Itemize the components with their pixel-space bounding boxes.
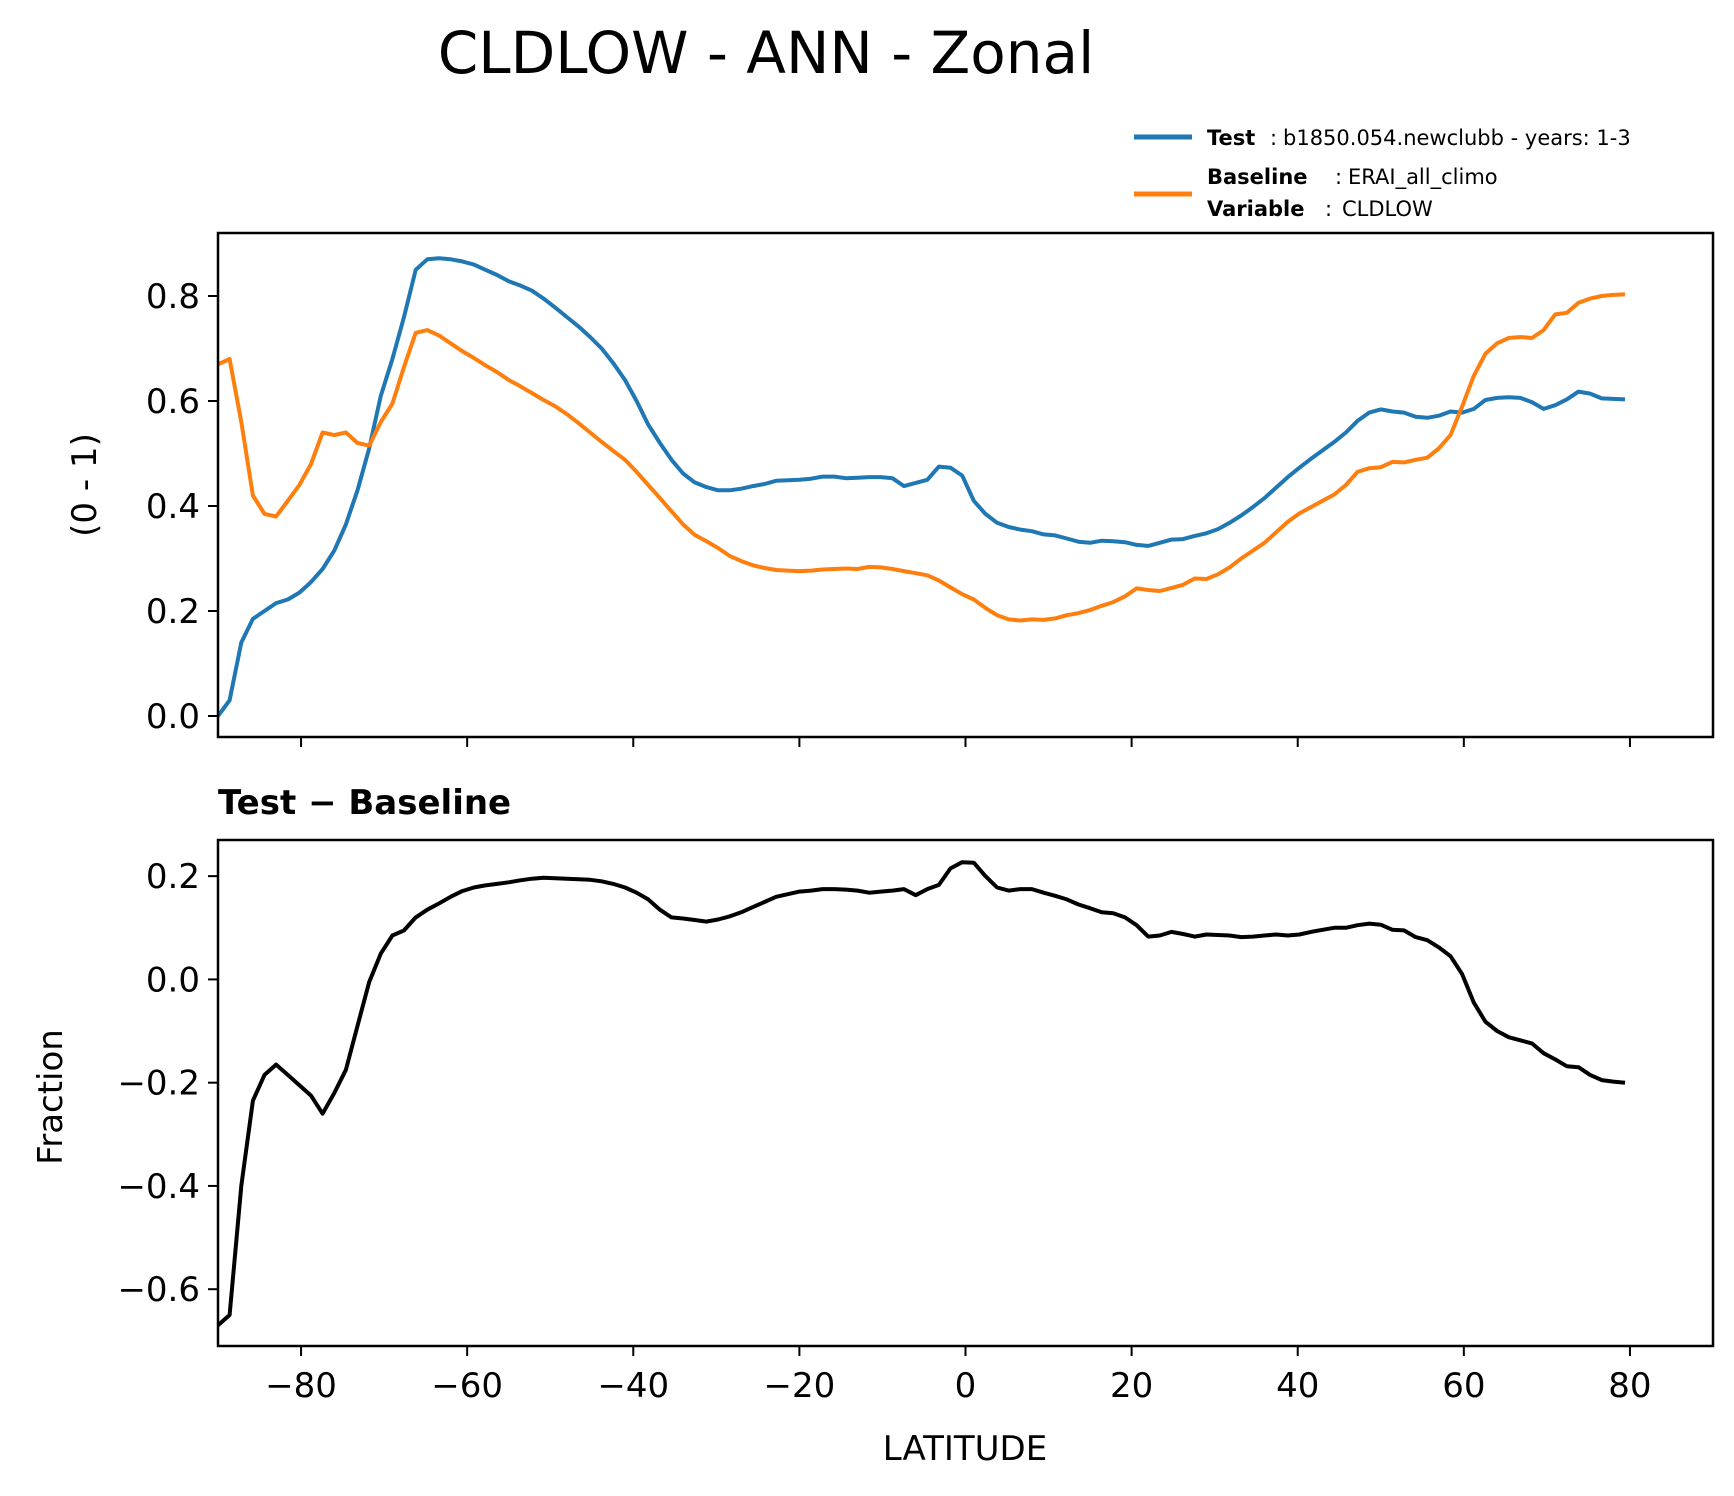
- difference-ytick-label: −0.4: [117, 1167, 200, 1207]
- difference-panel: −0.6−0.4−0.20.00.2−80 −60 −40 −20 0 20 40 60 80 …: [31, 838, 1715, 1469]
- difference-series: [216, 860, 1626, 1327]
- zonal-mean-ytick-label: 0.2: [146, 592, 200, 632]
- difference-ytick-label: 0.0: [146, 960, 200, 1000]
- chart-title: CLDLOW - ANN - Zonal: [438, 19, 1094, 87]
- zonal-mean-ylabel: (0 - 1): [65, 433, 105, 537]
- legend-variable-value: CLDLOW: [1342, 197, 1433, 221]
- difference-frame: [216, 838, 1715, 1348]
- difference-xlabel: LATITUDE: [883, 1429, 1047, 1469]
- difference-axes: −0.6 −0.4 −0.2 0.0 0.2 −80 −60 −40 −20 0 20 40 60 80: [117, 857, 1651, 1406]
- legend-variable-label: Variable: [1207, 197, 1304, 221]
- difference-ytick-label: −0.2: [117, 1064, 200, 1104]
- zonal-mean-ytick-label: 0.4: [146, 487, 200, 527]
- zonal-mean-ytick-label: 0.0: [146, 697, 200, 737]
- zonal-mean-line-test: [216, 256, 1626, 718]
- zonal-mean-ytick-label: 0.6: [146, 382, 200, 422]
- difference-xtick-label: −20: [764, 1366, 836, 1406]
- difference-xtick-label: 0: [955, 1366, 977, 1406]
- difference-xtick-label: −60: [431, 1366, 503, 1406]
- zonal-mean-series: [216, 256, 1626, 718]
- difference-xtick-label: 60: [1442, 1366, 1485, 1406]
- legend-variable-colon: :: [1325, 197, 1332, 221]
- difference-subtitle: Test − Baseline: [218, 783, 511, 823]
- zonal-mean-ytick-label: 0.8: [146, 277, 200, 317]
- difference-xtick-label: 80: [1608, 1366, 1651, 1406]
- zonal-mean-axes: 0.0 0.2 0.4 0.6 0.8: [146, 277, 1631, 747]
- difference-ytick-label: 0.2: [146, 857, 200, 897]
- difference-ylabel: Fraction: [31, 1029, 71, 1165]
- legend-baseline-colon: :: [1335, 165, 1342, 189]
- difference-xtick-label: 40: [1276, 1366, 1319, 1406]
- difference-ytick-label: −0.6: [117, 1270, 200, 1310]
- difference-line-test-baseline: [216, 860, 1626, 1327]
- zonal-mean-line-baseline: [217, 292, 1626, 623]
- difference-xtick-label: 20: [1110, 1366, 1153, 1406]
- legend-baseline-label: Baseline: [1207, 165, 1308, 189]
- legend-baseline-value: ERAI_all_climo: [1348, 165, 1498, 190]
- zonal-mean-panel: 0.0 0.2 0.4 0.6 0.8 (0 - 1): [65, 231, 1715, 747]
- legend-test-colon: :: [1270, 126, 1277, 150]
- difference-xtick-label: −80: [265, 1366, 337, 1406]
- difference-xtick-label: −40: [597, 1366, 669, 1406]
- zonal-mean-frame: [216, 231, 1715, 739]
- legend: Test : b1850.054.newclubb - years: 1-3 B…: [1134, 126, 1631, 221]
- legend-test-label: Test: [1207, 126, 1255, 150]
- legend-test-value: b1850.054.newclubb - years: 1-3: [1283, 126, 1631, 150]
